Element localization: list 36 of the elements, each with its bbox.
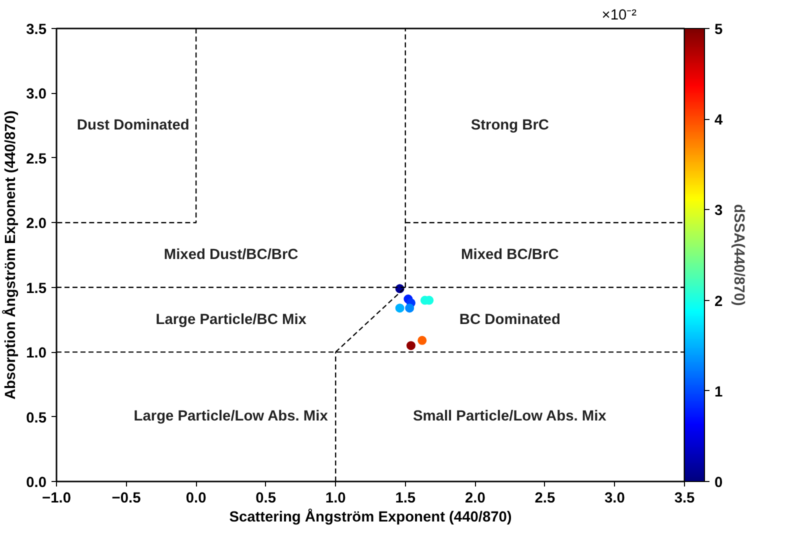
color-bar-label: 5	[714, 22, 723, 38]
text: ×10⁻²	[602, 8, 637, 24]
y-tick-label: 2.5	[26, 151, 46, 168]
y-tick-label: 2.0	[26, 216, 46, 232]
color-bar-label: 2	[714, 294, 723, 310]
x-tick-label: 2.5	[534, 490, 556, 506]
y-tick-label: 3.5	[26, 22, 46, 38]
color-bar-label: 1	[714, 384, 723, 400]
annotation: Small Particle/Low Abs. Mix	[412, 408, 608, 425]
x-tick-label: −1.0	[42, 490, 71, 506]
color-bar-title: dSSA(440/870)	[730, 204, 746, 306]
annotation: Strong BrC	[470, 117, 550, 134]
x-axis-title: Scattering Ångström Exponent (440/870)	[229, 508, 512, 526]
annotation: Mixed Dust/BC/BrC	[164, 247, 299, 263]
annotation: Dust Dominated	[76, 117, 190, 134]
annotation: Large Particle/Low Abs. Mix	[134, 408, 329, 425]
color-bar-label: 3	[714, 203, 723, 220]
y-axis-title: Absorption Ångström Exponent (440/870)	[2, 110, 20, 400]
annotation: Large Particle/BC Mix	[156, 312, 308, 328]
y-tick-label: 3.0	[26, 86, 46, 103]
x-tick-label: 3.0	[604, 490, 625, 506]
y-tick-label: 0.5	[26, 410, 46, 426]
y-tick-label: 0.0	[26, 475, 46, 491]
x-tick-label: −0.5	[112, 490, 141, 506]
x-tick-label: 0.5	[256, 490, 276, 506]
x-tick-label: 2.0	[464, 490, 486, 506]
y-tick-label: 1.5	[26, 280, 46, 297]
color-bar-label: 0	[714, 475, 723, 491]
x-tick-label: 1.5	[395, 490, 416, 506]
color-bar-label: 4	[714, 112, 724, 129]
x-tick-label: 0.0	[186, 490, 206, 506]
x-tick-label: 1.0	[325, 490, 346, 506]
y-tick-label: 1.0	[26, 346, 46, 362]
x-tick-label: 3.5	[674, 490, 695, 506]
annotation: BC Dominated	[459, 312, 560, 328]
annotation: Mixed BC/BrC	[461, 247, 560, 263]
